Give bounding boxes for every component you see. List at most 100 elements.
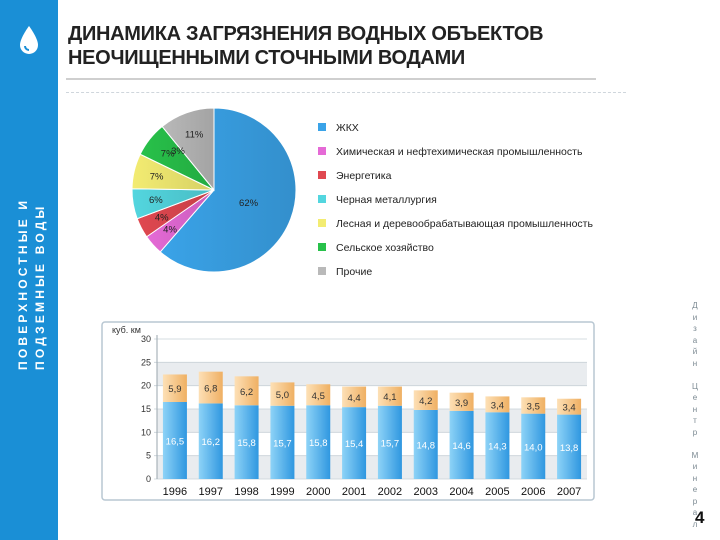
legend-swatch bbox=[318, 267, 326, 275]
right-edge-letter: е bbox=[692, 485, 698, 494]
bar-value-label-upper: 4,5 bbox=[312, 391, 325, 402]
bar-value-label-upper: 3,9 bbox=[455, 398, 468, 409]
right-edge-letter: н bbox=[692, 404, 698, 414]
bar-segment-lower bbox=[234, 405, 259, 479]
bar-segment-lower bbox=[449, 410, 474, 479]
bar-value-label-upper: 6,2 bbox=[240, 387, 253, 398]
bar-segment-lower bbox=[377, 405, 402, 479]
bar-segment-upper bbox=[521, 397, 546, 414]
bar-value-label-upper: 4,1 bbox=[383, 392, 396, 403]
x-tick-label: 2001 bbox=[342, 486, 366, 498]
bar-value-label-upper: 5,9 bbox=[168, 384, 181, 395]
y-tick-label: 10 bbox=[141, 427, 151, 437]
page-number: 4 bbox=[695, 508, 705, 527]
x-tick-label: 1998 bbox=[234, 486, 258, 498]
y-tick-label: 15 bbox=[141, 404, 151, 414]
bar-value-label-lower: 15,8 bbox=[237, 438, 256, 449]
right-edge-letter: а bbox=[692, 508, 698, 517]
pie-slice bbox=[159, 107, 297, 273]
x-tick-label: 2003 bbox=[414, 486, 438, 498]
bar-value-label-lower: 14,0 bbox=[524, 442, 543, 453]
pie-value-label: 7% bbox=[150, 171, 164, 182]
bar-segment-upper bbox=[557, 398, 582, 415]
bar-value-label-lower: 15,8 bbox=[309, 438, 328, 449]
bar-segment-upper bbox=[270, 382, 295, 406]
right-edge-letter: й bbox=[692, 347, 698, 356]
bar-value-label-upper: 6,8 bbox=[204, 384, 217, 395]
bar-value-label-upper: 3,5 bbox=[527, 402, 540, 413]
x-tick-label: 2004 bbox=[449, 486, 473, 498]
bar-value-label-upper: 5,0 bbox=[276, 390, 289, 401]
bar-segment-upper bbox=[306, 384, 331, 406]
grid-band bbox=[157, 362, 587, 386]
bar-value-label-lower: 14,6 bbox=[452, 441, 471, 452]
pie-value-label: 4% bbox=[163, 224, 177, 235]
x-tick-label: 2000 bbox=[306, 486, 330, 498]
bar-value-label-lower: 14,8 bbox=[417, 440, 436, 451]
bar-segment-lower bbox=[342, 407, 367, 479]
x-tick-label: 2002 bbox=[378, 486, 402, 498]
right-edge-letter: з bbox=[693, 324, 697, 333]
legend-label: Сельское хозяйство bbox=[336, 242, 434, 254]
bar-value-label-lower: 15,7 bbox=[273, 438, 292, 449]
legend-label: ЖКХ bbox=[336, 122, 359, 134]
grid-band bbox=[157, 455, 587, 479]
bar-value-label-lower: 15,4 bbox=[345, 439, 364, 450]
right-edge-letter: н bbox=[692, 358, 698, 368]
sidebar: ПОВЕРХНОСТНЫЕ И ПОДЗЕМНЫЕ ВОДЫ bbox=[0, 0, 58, 540]
right-edge-letter: р bbox=[692, 496, 698, 506]
bar-segment-lower bbox=[521, 413, 546, 479]
right-edge-letter: а bbox=[692, 335, 698, 345]
legend-label: Прочие bbox=[336, 266, 372, 278]
legend-swatch bbox=[318, 123, 326, 131]
bar-segment-lower bbox=[557, 414, 582, 479]
right-edge-letter: Д bbox=[692, 301, 698, 310]
legend-swatch bbox=[318, 219, 326, 227]
bar-segment-upper bbox=[413, 390, 438, 410]
bar-segment-lower bbox=[485, 412, 510, 479]
pie-value-label: 6% bbox=[149, 195, 163, 206]
bar-value-label-lower: 16,5 bbox=[166, 437, 185, 448]
bar-segment-lower bbox=[162, 402, 187, 479]
right-edge-letter: т bbox=[693, 416, 697, 425]
x-tick-label: 2007 bbox=[557, 486, 581, 498]
pie-value-label: 4% bbox=[155, 212, 169, 223]
pie-value-label: 11% bbox=[185, 129, 204, 140]
bar-segment-upper bbox=[234, 376, 259, 406]
bar-segment-upper bbox=[485, 396, 510, 413]
x-tick-label: 1996 bbox=[163, 486, 187, 498]
right-edge-letter: и bbox=[692, 462, 698, 471]
x-tick-label: 2006 bbox=[521, 486, 545, 498]
y-tick-label: 5 bbox=[146, 451, 151, 461]
legend-label: Химическая и нефтехимическая промышленно… bbox=[336, 146, 583, 158]
y-axis-label: куб. км bbox=[112, 325, 141, 335]
x-tick-label: 1999 bbox=[270, 486, 294, 498]
bar-segment-upper bbox=[162, 374, 187, 402]
bar-segment-lower bbox=[413, 409, 438, 479]
x-tick-label: 2005 bbox=[485, 486, 509, 498]
right-edge-letter: е bbox=[692, 393, 698, 402]
legend-label: Лесная и деревообрабатывающая промышленн… bbox=[336, 218, 593, 230]
y-tick-label: 30 bbox=[141, 334, 151, 344]
bar-value-label-upper: 4,2 bbox=[419, 396, 432, 407]
bar-value-label-lower: 13,8 bbox=[560, 443, 579, 454]
bar-value-label-upper: 3,4 bbox=[562, 403, 575, 414]
bar-value-label-lower: 15,7 bbox=[381, 438, 400, 449]
grid-band bbox=[157, 409, 587, 433]
y-tick-label: 25 bbox=[141, 357, 151, 367]
x-tick-label: 1997 bbox=[199, 486, 223, 498]
bar-segment-upper bbox=[449, 392, 474, 411]
right-edge-letter: и bbox=[692, 312, 698, 322]
legend-swatch bbox=[318, 147, 326, 155]
bar-value-label-lower: 14,3 bbox=[488, 442, 507, 453]
right-edge-letter: М bbox=[691, 450, 699, 460]
pie-extra-label: 3% bbox=[171, 146, 185, 157]
legend-swatch bbox=[318, 243, 326, 251]
page-title-line1: ДИНАМИКА ЗАГРЯЗНЕНИЯ ВОДНЫХ ОБЪЕКТОВ bbox=[68, 23, 544, 45]
water-drop-icon bbox=[20, 26, 38, 54]
bar-value-label-upper: 4,4 bbox=[347, 393, 360, 404]
bar-segment-lower bbox=[270, 405, 295, 479]
pie-slice bbox=[161, 107, 215, 192]
